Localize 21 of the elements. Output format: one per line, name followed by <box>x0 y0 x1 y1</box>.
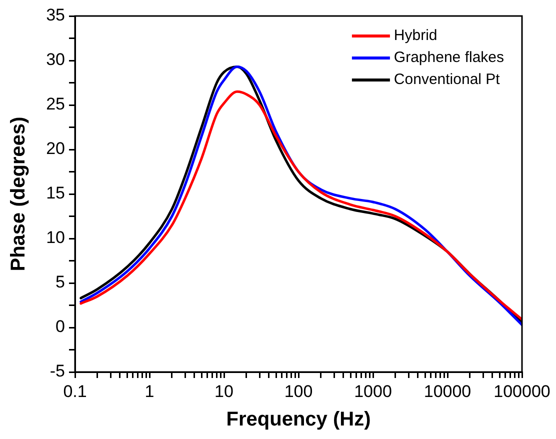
y-tick-label: 5 <box>56 272 65 292</box>
x-tick-label: 1 <box>144 382 154 401</box>
legend-label: Hybrid <box>394 27 438 44</box>
y-axis-title: Phase (degrees) <box>8 116 30 272</box>
y-tick-label: 0 <box>56 317 65 336</box>
y-tick-label: 15 <box>46 184 65 203</box>
y-tick-label: 35 <box>46 6 65 25</box>
y-tick-label: -5 <box>50 362 65 381</box>
x-axis-title: Frequency (Hz) <box>226 408 371 431</box>
y-tick-label: 10 <box>46 228 65 248</box>
legend-label: Conventional Pt <box>394 71 501 88</box>
y-tick-label: 25 <box>46 94 65 114</box>
x-tick-label: 100 <box>284 382 313 401</box>
x-tick-label: 10000 <box>424 382 472 401</box>
legend-label: Graphene flakes <box>394 49 504 66</box>
x-tick-label: 1000 <box>354 382 392 401</box>
x-tick-label: 100000 <box>494 382 550 401</box>
y-tick-label: 30 <box>46 50 65 70</box>
y-tick-label: 20 <box>46 139 65 158</box>
x-tick-label: 0.1 <box>63 382 87 401</box>
x-tick-label: 10 <box>214 382 234 401</box>
